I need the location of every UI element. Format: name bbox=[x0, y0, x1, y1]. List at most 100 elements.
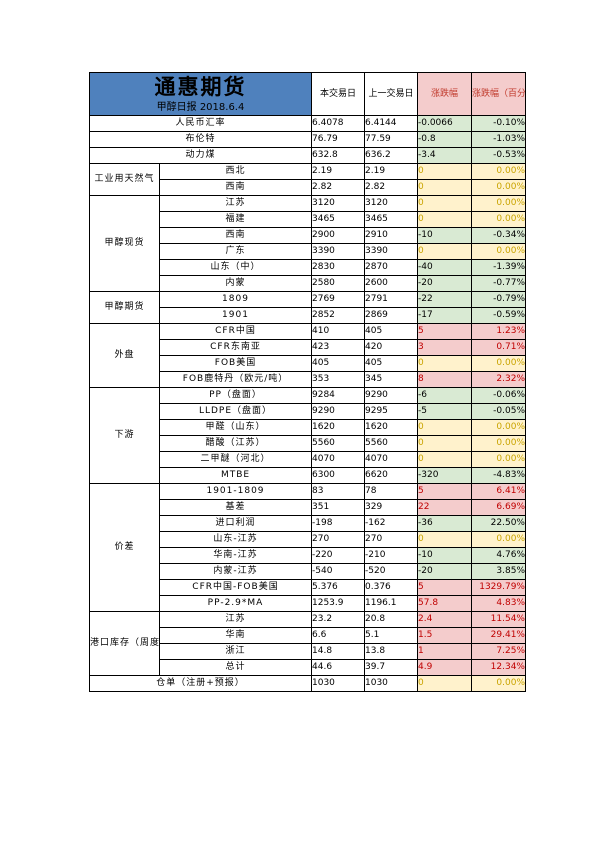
row-prev: 270 bbox=[364, 531, 418, 548]
row-change: -6 bbox=[417, 387, 472, 404]
row-current: 6.4078 bbox=[311, 115, 365, 132]
row-change: 5 bbox=[417, 483, 472, 500]
row-prev: 2600 bbox=[364, 275, 418, 292]
table-row: 价差 1901-1809 83 78 5 6.41% bbox=[89, 483, 526, 612]
report-subtitle: 甲醇日报 2018.6.4 bbox=[156, 102, 245, 113]
row-change-pct: 12.34% bbox=[471, 659, 526, 676]
table-row: 外盘 CFR中国 410 405 5 1.23% bbox=[89, 323, 526, 388]
table-row: 广东 3390 3390 0 0.00% bbox=[90, 243, 526, 260]
row-change-pct: 0.00% bbox=[471, 531, 526, 548]
table-row: 基差 351 329 22 6.69% bbox=[90, 499, 526, 516]
row-change-pct: 11.54% bbox=[471, 611, 526, 628]
row-change: -320 bbox=[417, 467, 472, 484]
table-row: 下游 PP（盘面） 9284 9290 -6 -0.06% bbox=[89, 387, 526, 484]
row-current: 6.6 bbox=[311, 627, 365, 644]
row-item: 华南-江苏 bbox=[159, 547, 312, 564]
row-item: 人民币汇率 bbox=[89, 115, 312, 132]
row-current: 23.2 bbox=[311, 611, 365, 628]
row-change: 0 bbox=[417, 163, 472, 180]
row-change: 0 bbox=[417, 195, 472, 212]
row-change: -22 bbox=[417, 291, 472, 308]
row-prev: 405 bbox=[364, 323, 418, 340]
row-change: 0 bbox=[417, 451, 472, 468]
category-downstream: 下游 bbox=[89, 387, 160, 484]
row-current: 2.82 bbox=[311, 179, 365, 196]
row-current: 5.376 bbox=[311, 579, 365, 596]
report-title-cell: 通惠期货 甲醇日报 2018.6.4 bbox=[89, 72, 312, 116]
row-item: 江苏 bbox=[159, 611, 312, 628]
row-prev: 9290 bbox=[364, 387, 418, 404]
row-prev: 2791 bbox=[364, 291, 418, 308]
row-current: 76.79 bbox=[311, 131, 365, 148]
row-prev: 39.7 bbox=[364, 659, 418, 676]
row-item: CFR中国 bbox=[159, 323, 312, 340]
row-item: PP-2.9*MA bbox=[159, 595, 312, 612]
row-change: 22 bbox=[417, 499, 472, 516]
row-change: -17 bbox=[417, 307, 472, 324]
row-current: -220 bbox=[311, 547, 365, 564]
row-current: -540 bbox=[311, 563, 365, 580]
table-row: 甲醇期货 1809 2769 2791 -22 -0.79% bbox=[89, 291, 526, 324]
row-item: CFR东南亚 bbox=[159, 339, 312, 356]
row-change-pct: 0.00% bbox=[471, 355, 526, 372]
row-item: MTBE bbox=[159, 467, 312, 484]
row-change: -20 bbox=[417, 563, 472, 580]
row-change-pct: -0.53% bbox=[471, 147, 526, 164]
row-item: 山东-江苏 bbox=[159, 531, 312, 548]
row-current: 2769 bbox=[311, 291, 365, 308]
row-change-pct: -1.39% bbox=[471, 259, 526, 276]
row-change: 0 bbox=[417, 179, 472, 196]
row-item: 甲醛（山东） bbox=[159, 419, 312, 436]
row-current: 9290 bbox=[311, 403, 365, 420]
row-item: 广东 bbox=[159, 243, 312, 260]
row-change-pct: 1329.79% bbox=[471, 579, 526, 596]
row-prev: 9295 bbox=[364, 403, 418, 420]
row-item: 山东（中） bbox=[159, 259, 312, 276]
row-current: 83 bbox=[311, 483, 365, 500]
table-row: 醋酸（江苏） 5560 5560 0 0.00% bbox=[90, 435, 526, 452]
row-current: 353 bbox=[311, 371, 365, 388]
row-change: 0 bbox=[417, 355, 472, 372]
row-change-pct: -4.83% bbox=[471, 467, 526, 484]
row-prev: 1030 bbox=[364, 675, 418, 692]
category-spread: 价差 bbox=[89, 483, 160, 612]
row-item: 浙江 bbox=[159, 643, 312, 660]
row-change-pct: 0.00% bbox=[471, 179, 526, 196]
row-change: -0.8 bbox=[417, 131, 472, 148]
row-current: 410 bbox=[311, 323, 365, 340]
row-change-pct: 4.83% bbox=[471, 595, 526, 612]
row-change: -3.4 bbox=[417, 147, 472, 164]
table-row: LLDPE（盘面） 9290 9295 -5 -0.05% bbox=[90, 403, 526, 420]
table-row: CFR中国-FOB美国 5.376 0.376 5 1329.79% bbox=[90, 579, 526, 596]
row-prev: 2870 bbox=[364, 259, 418, 276]
row-change-pct: -0.10% bbox=[471, 115, 526, 132]
category-methanol-spot: 甲醇现货 bbox=[89, 195, 160, 292]
row-current: -198 bbox=[311, 515, 365, 532]
row-item: FOB鹿特丹（欧元/吨） bbox=[159, 371, 312, 388]
row-item: LLDPE（盘面） bbox=[159, 403, 312, 420]
row-item: 基差 bbox=[159, 499, 312, 516]
row-item: FOB美国 bbox=[159, 355, 312, 372]
row-current: 2580 bbox=[311, 275, 365, 292]
row-item: PP（盘面） bbox=[159, 387, 312, 404]
row-item: 西南 bbox=[159, 179, 312, 196]
table-row: 华南 6.6 5.1 1.5 29.41% bbox=[90, 627, 526, 644]
table-row: 工业用天然气 西北 2.19 2.19 0 0.00% bbox=[89, 163, 526, 196]
row-prev: 5560 bbox=[364, 435, 418, 452]
row-item: 动力煤 bbox=[89, 147, 312, 164]
row-current: 2830 bbox=[311, 259, 365, 276]
row-prev: 2869 bbox=[364, 307, 418, 324]
row-current: 44.6 bbox=[311, 659, 365, 676]
row-change-pct: -1.03% bbox=[471, 131, 526, 148]
table-row: 人民币汇率 6.4078 6.4144 -0.0066 -0.10% bbox=[89, 115, 526, 132]
row-current: 1253.9 bbox=[311, 595, 365, 612]
row-current: 1620 bbox=[311, 419, 365, 436]
row-current: 405 bbox=[311, 355, 365, 372]
col-change-header: 涨跌幅 bbox=[417, 72, 472, 116]
row-change: 1.5 bbox=[417, 627, 472, 644]
row-item: 内蒙 bbox=[159, 275, 312, 292]
row-item: 进口利润 bbox=[159, 515, 312, 532]
row-item: 1901 bbox=[159, 307, 312, 324]
row-change-pct: 0.00% bbox=[471, 451, 526, 468]
row-change-pct: -0.77% bbox=[471, 275, 526, 292]
